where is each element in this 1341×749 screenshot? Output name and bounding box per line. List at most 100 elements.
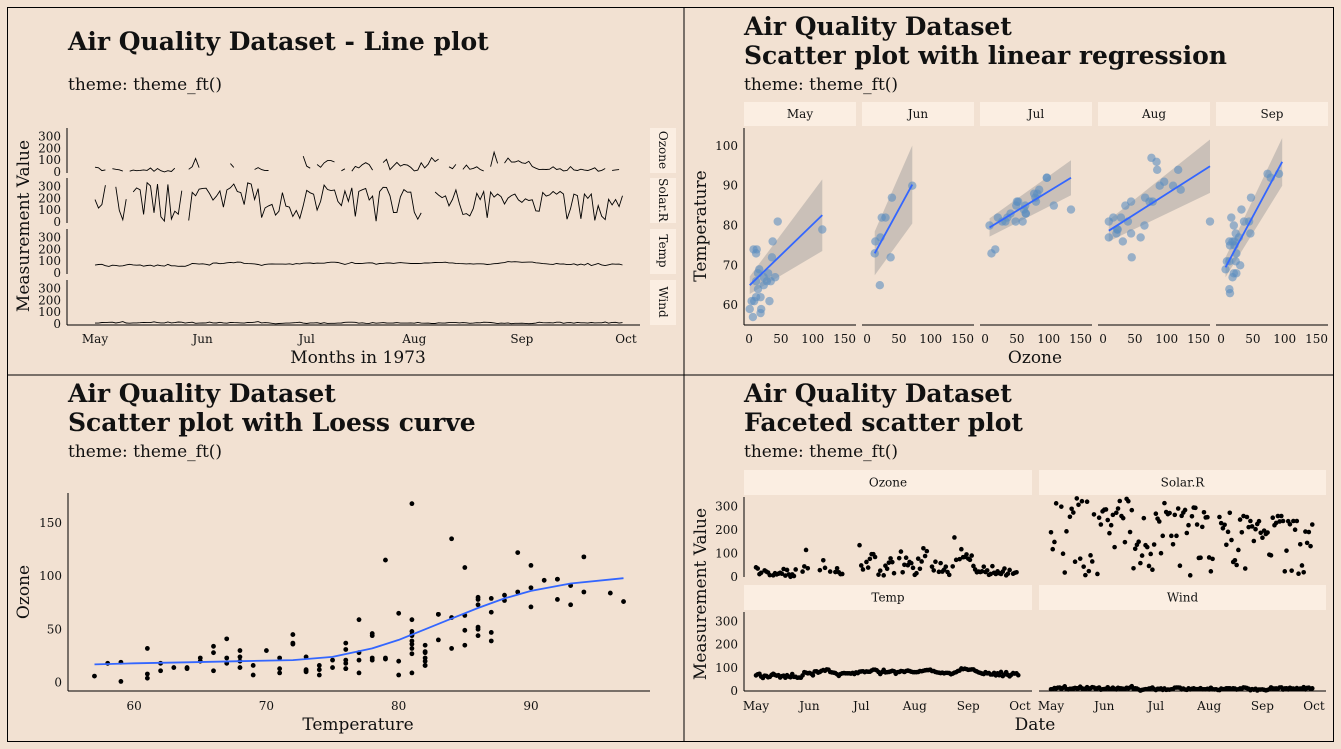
x-tick-label: 150: [1187, 332, 1210, 346]
data-point: [369, 655, 375, 661]
data-point: [1042, 173, 1052, 182]
data-point: [1053, 501, 1059, 506]
data-point: [555, 597, 560, 602]
data-point: [118, 679, 124, 684]
data-point: [1120, 515, 1126, 521]
data-point: [1282, 569, 1288, 574]
data-point: [171, 665, 177, 670]
data-point: [528, 604, 534, 610]
data-point: [1071, 510, 1076, 515]
data-point: [1151, 542, 1157, 547]
data-point: [810, 673, 816, 678]
data-point: [1239, 529, 1245, 535]
data-point: [887, 193, 897, 202]
chart-title: Air Quality Dataset: [67, 379, 336, 408]
data-point: [984, 568, 990, 573]
facet-strip-label: Aug: [1141, 107, 1166, 121]
x-tick-label: Oct: [1009, 699, 1031, 713]
data-point: [1059, 504, 1064, 509]
data-point: [581, 554, 587, 560]
data-point: [1126, 197, 1136, 206]
data-point: [990, 563, 995, 569]
chart-subtitle: theme: theme_ft(): [744, 442, 898, 462]
y-tick-label: 0: [54, 675, 62, 689]
data-point: [250, 672, 256, 678]
data-point: [1235, 261, 1245, 270]
data-point: [818, 225, 827, 234]
data-point: [1162, 500, 1167, 506]
data-point: [1160, 533, 1166, 539]
data-point: [1018, 217, 1027, 226]
x-tick-label: 150: [1069, 332, 1092, 346]
data-point: [1105, 517, 1111, 523]
facet-strip-label: Temp: [656, 234, 670, 268]
line-plot-panel: Air Quality Dataset - Line plot theme: th…: [14, 27, 676, 368]
data-point: [224, 636, 230, 642]
data-point: [872, 554, 878, 560]
data-point: [981, 564, 987, 569]
data-point: [919, 559, 924, 564]
data-point: [1224, 542, 1229, 548]
data-point: [1112, 544, 1117, 550]
data-point: [1263, 169, 1272, 178]
data-point: [1127, 529, 1133, 535]
data-point: [1144, 544, 1150, 550]
data-point: [1118, 237, 1128, 246]
data-point: [1246, 193, 1256, 202]
data-point: [330, 657, 335, 663]
data-point: [607, 590, 613, 596]
x-tick-label: 100: [919, 332, 942, 346]
data-point: [211, 643, 216, 649]
y-tick-label: 50: [47, 622, 62, 636]
data-point: [1108, 522, 1114, 528]
data-point: [751, 249, 761, 258]
data-point: [237, 648, 243, 653]
y-tick-label: 70: [723, 258, 738, 272]
x-tick-label: 50: [1127, 332, 1142, 346]
data-point: [1115, 506, 1121, 511]
x-tick-label: Jul: [297, 332, 316, 346]
data-point: [475, 626, 481, 632]
data-point: [1280, 518, 1286, 524]
data-point: [396, 658, 402, 664]
x-tick-label: 60: [126, 699, 141, 713]
y-tick-label: 90: [723, 179, 738, 193]
data-point: [1246, 229, 1255, 238]
data-point: [1153, 511, 1159, 517]
data-point: [1079, 498, 1085, 504]
x-tick-label: 50: [1009, 332, 1024, 346]
data-point: [908, 560, 914, 566]
data-point: [1236, 547, 1241, 553]
data-point: [343, 640, 349, 646]
data-point: [1242, 566, 1248, 571]
data-point: [1173, 165, 1183, 174]
data-point: [886, 253, 895, 262]
facet-strip-label: Ozone: [656, 131, 670, 169]
facet-strip-label: Temp: [871, 591, 905, 605]
data-point: [422, 658, 428, 664]
data-point: [1146, 563, 1152, 569]
facet-strip-label: Wind: [1167, 591, 1199, 605]
data-point: [184, 666, 190, 672]
data-point: [1227, 510, 1233, 516]
y-tick-label: 0: [730, 570, 738, 584]
data-point: [502, 592, 507, 598]
data-point: [1083, 572, 1088, 578]
y-tick-label: 100: [39, 569, 62, 583]
facet-strip-label: May: [787, 107, 813, 121]
data-point: [396, 672, 402, 678]
y-tick-label: 300: [38, 180, 61, 194]
data-point: [1237, 205, 1246, 214]
data-point: [884, 566, 890, 572]
data-point: [475, 633, 481, 639]
data-point: [1156, 519, 1162, 524]
data-point: [773, 217, 782, 226]
x-tick-label: 50: [773, 332, 788, 346]
data-point: [747, 296, 756, 306]
chart-title: Air Quality Dataset - Line plot: [67, 27, 489, 56]
data-point: [896, 555, 902, 561]
data-point: [768, 237, 777, 246]
x-tick-label: Jun: [1092, 699, 1115, 713]
data-point: [1229, 221, 1239, 230]
